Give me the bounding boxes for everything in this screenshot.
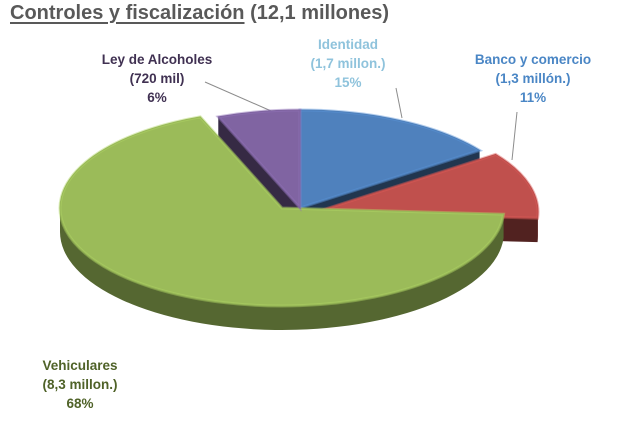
label-identidad: Identidad (1,7 millon.) 15% <box>288 35 408 92</box>
slice-bevel-identidad <box>298 108 484 211</box>
label-banco-y-comercio: Banco y comercio (1,3 millón.) 11% <box>458 50 608 107</box>
label-amount: (1,3 millón.) <box>495 71 571 86</box>
slice-alcoholes <box>217 109 301 210</box>
leader-lines <box>204 81 518 161</box>
chart-title-total: (12,1 millones) <box>250 2 390 24</box>
leader-line-identidad <box>395 87 403 119</box>
label-vehiculares: Vehiculares (8,3 millon.) 68% <box>20 356 140 413</box>
slice-bevel-vehiculares <box>58 115 506 308</box>
slice-side-vehiculares-0 <box>60 208 504 330</box>
label-percent: 11% <box>519 90 547 105</box>
leader-line-banco <box>511 111 518 161</box>
label-name: Vehiculares <box>42 358 118 373</box>
chart-title: Controles y fiscalización (12,1 millones… <box>10 2 389 25</box>
slice-bevel-alcoholes <box>215 108 302 212</box>
label-name: Ley de Alcoholes <box>101 52 213 67</box>
slice-wall-alcoholes-0 <box>218 116 300 232</box>
label-ley-de-alcoholes: Ley de Alcoholes (720 mil) 6% <box>82 50 232 107</box>
slice-vehiculares <box>59 116 505 307</box>
slice-banco <box>315 153 539 219</box>
label-amount: (8,3 millon.) <box>42 377 118 392</box>
label-name: Banco y comercio <box>474 52 592 67</box>
label-amount: (1,7 millon.) <box>310 56 386 71</box>
chart-title-main: Controles y fiscalización <box>10 2 245 24</box>
pie-tops <box>58 108 540 308</box>
label-amount: (720 mil) <box>129 71 185 86</box>
label-percent: 6% <box>147 90 167 105</box>
label-percent: 15% <box>334 75 362 90</box>
label-percent: 68% <box>66 396 94 411</box>
label-name: Identidad <box>318 37 378 52</box>
leader-line-alcoholes <box>204 81 279 115</box>
slice-identidad <box>299 109 481 209</box>
slice-bevel-banco <box>315 152 540 220</box>
